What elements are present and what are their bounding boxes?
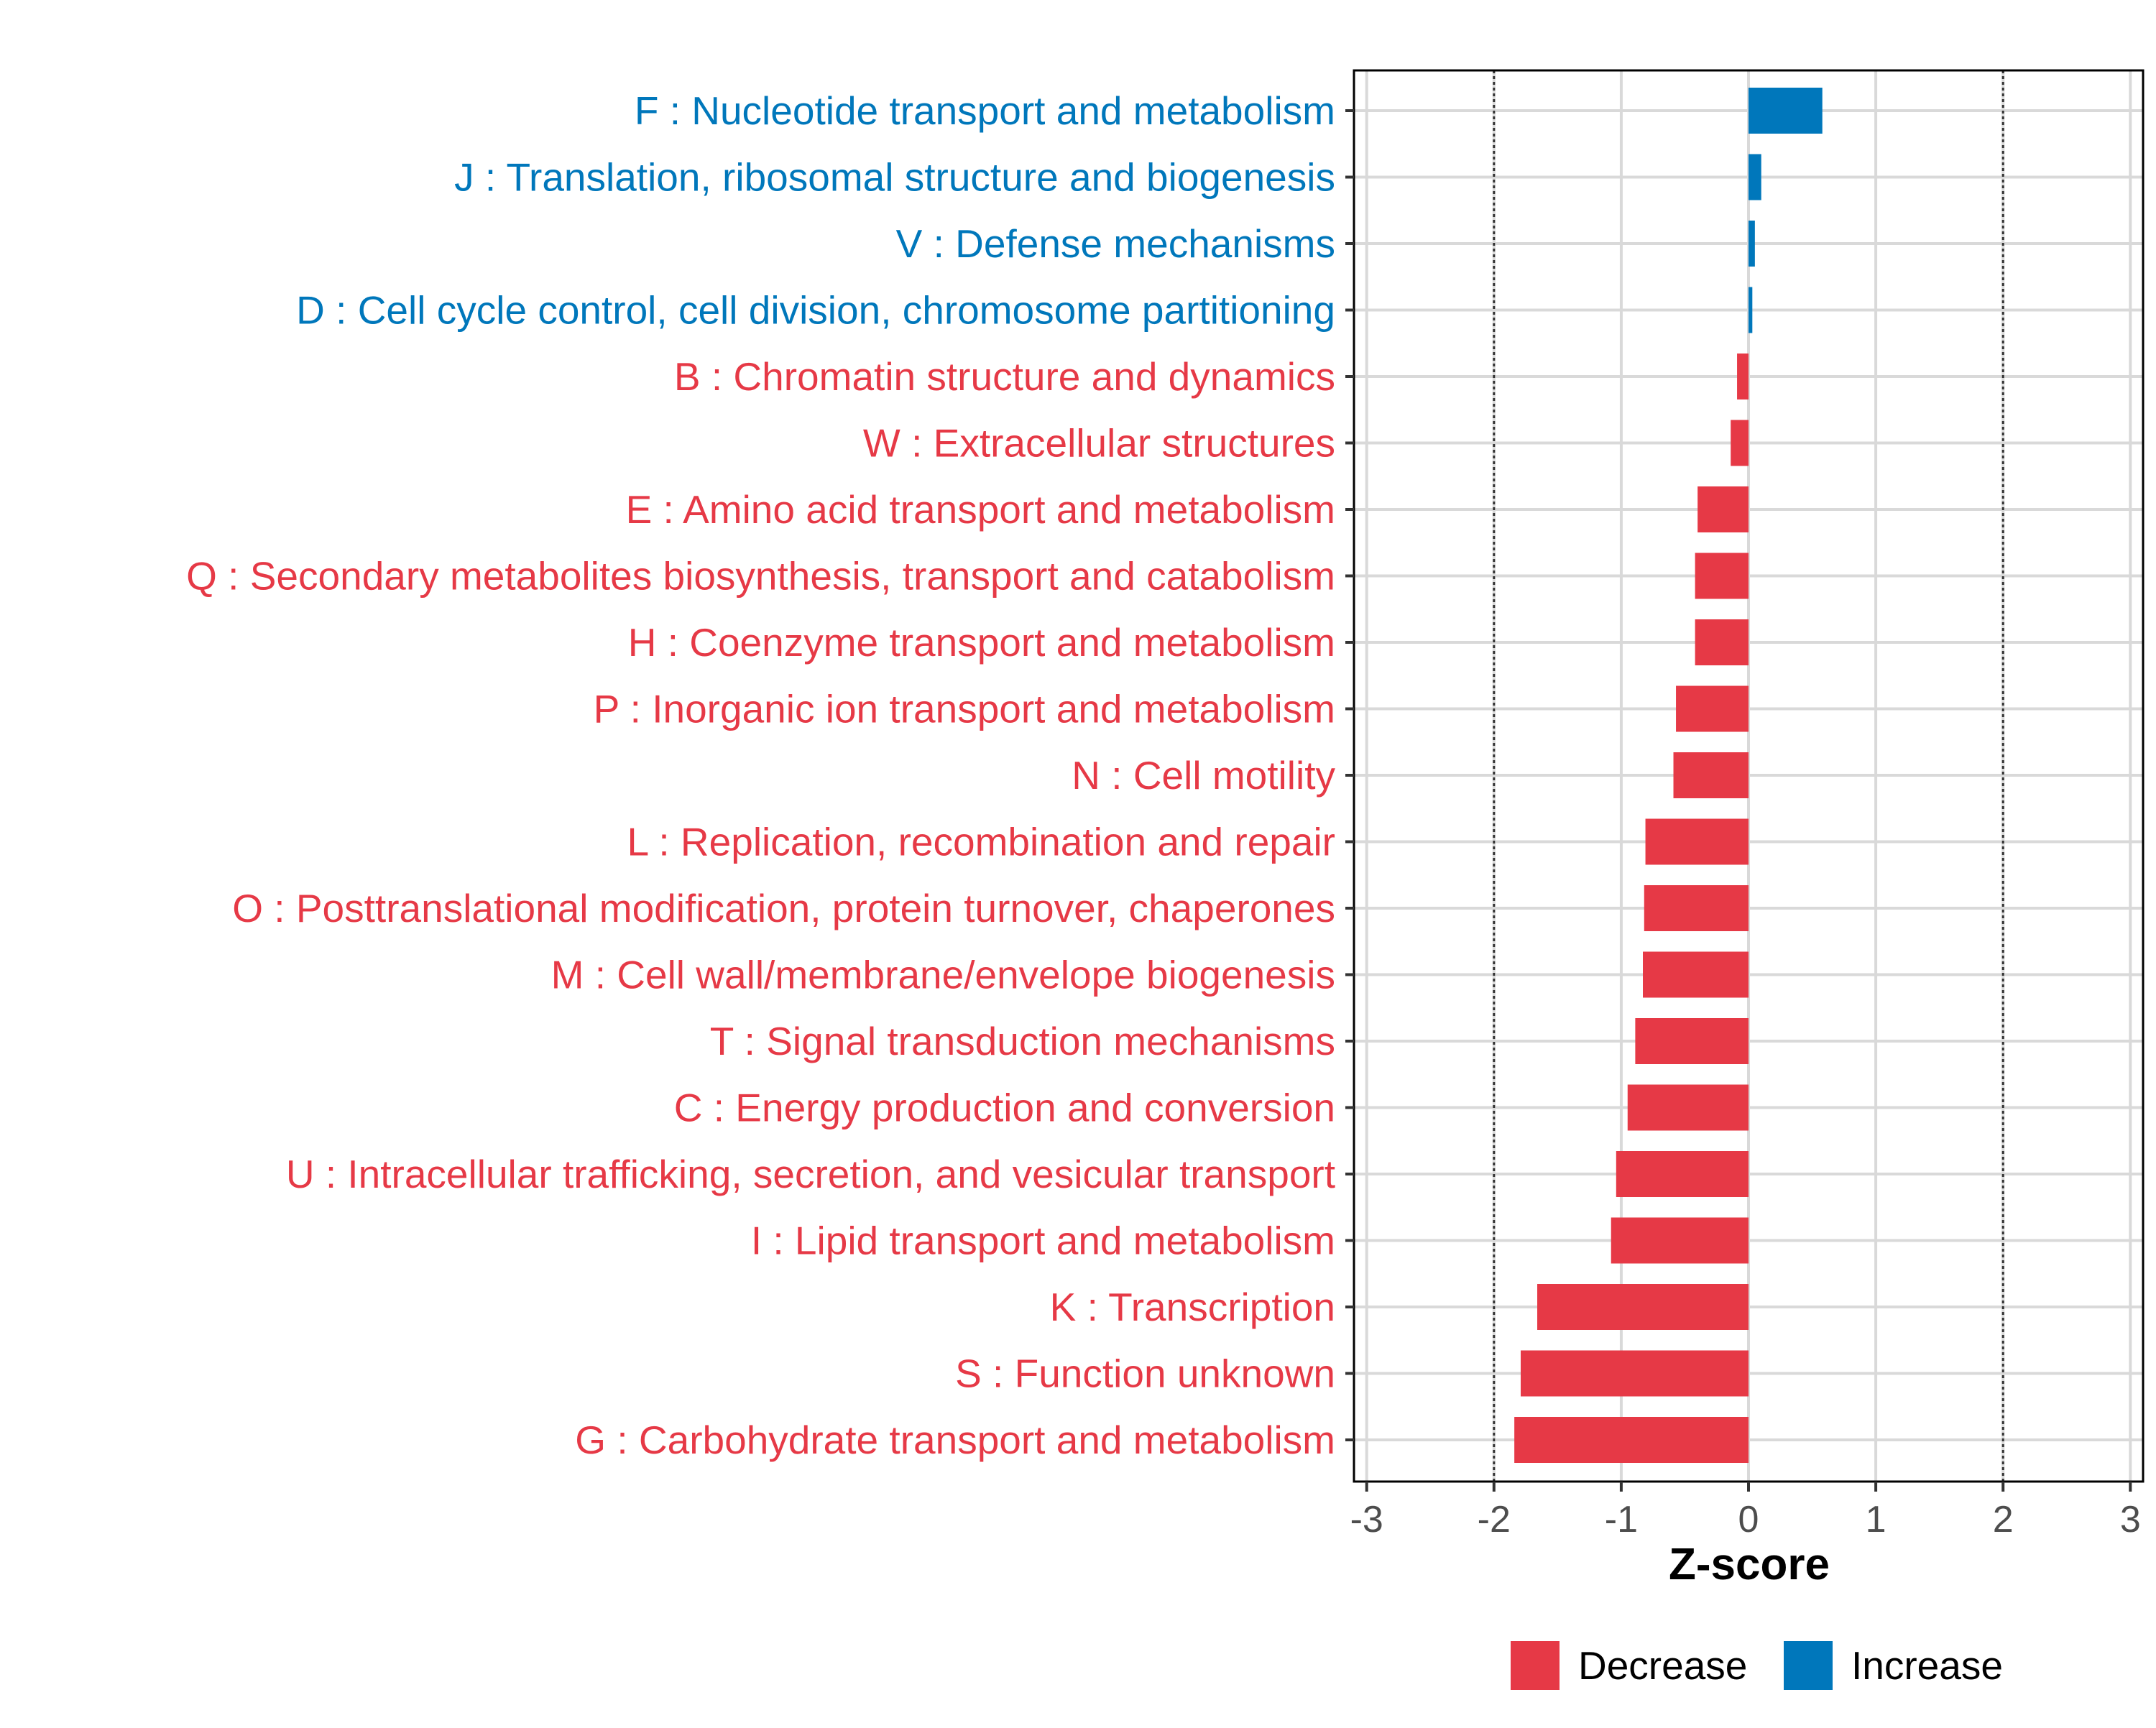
y-axis-ticks: F : Nucleotide transport and metabolism J… bbox=[186, 88, 1354, 1462]
legend: Decrease Increase bbox=[1511, 1641, 2003, 1690]
x-tick-label: 1 bbox=[1866, 1499, 1886, 1540]
category-label: D : Cell cycle control, cell division, c… bbox=[296, 288, 1335, 333]
bar bbox=[1695, 619, 1749, 665]
category-label: M : Cell wall/membrane/envelope biogenes… bbox=[551, 953, 1335, 997]
bar bbox=[1695, 553, 1749, 599]
legend-label-increase: Increase bbox=[1851, 1643, 2003, 1688]
category-label: I : Lipid transport and metabolism bbox=[751, 1219, 1335, 1263]
x-tick-label: 0 bbox=[1738, 1499, 1759, 1540]
legend-swatch-increase bbox=[1784, 1641, 1833, 1690]
x-axis-ticks: -3 -2 -1 0 1 2 3 bbox=[1350, 1482, 2141, 1540]
bar bbox=[1737, 354, 1749, 399]
legend-swatch-decrease bbox=[1511, 1641, 1560, 1690]
category-label: U : Intracellular trafficking, secretion… bbox=[286, 1152, 1335, 1196]
category-label: B : Chromatin structure and dynamics bbox=[674, 354, 1335, 399]
category-label: G : Carbohydrate transport and metabolis… bbox=[575, 1418, 1335, 1462]
bar bbox=[1643, 951, 1749, 998]
bar bbox=[1749, 221, 1755, 267]
x-tick-label: -1 bbox=[1605, 1499, 1638, 1540]
category-label: J : Translation, ribosomal structure and… bbox=[454, 155, 1335, 200]
category-label: C : Energy production and conversion bbox=[674, 1086, 1335, 1130]
x-tick-label: 2 bbox=[1993, 1499, 2014, 1540]
category-label: E : Amino acid transport and metabolism bbox=[626, 487, 1335, 532]
bar bbox=[1673, 752, 1749, 798]
x-tick-label: -2 bbox=[1478, 1499, 1511, 1540]
bars bbox=[1514, 88, 1823, 1463]
category-label: H : Coenzyme transport and metabolism bbox=[628, 620, 1335, 665]
bar bbox=[1749, 154, 1761, 200]
bar bbox=[1537, 1284, 1749, 1330]
bar bbox=[1731, 420, 1749, 466]
bar bbox=[1645, 818, 1749, 865]
x-tick-label: -3 bbox=[1350, 1499, 1383, 1540]
category-label: V : Defense mechanisms bbox=[896, 221, 1335, 266]
bar bbox=[1697, 486, 1749, 532]
x-tick-label: 3 bbox=[2120, 1499, 2141, 1540]
bar bbox=[1644, 885, 1749, 931]
bar bbox=[1676, 685, 1749, 732]
category-label: F : Nucleotide transport and metabolism bbox=[635, 88, 1335, 133]
bar bbox=[1611, 1217, 1749, 1264]
x-axis-title: Z-score bbox=[1669, 1540, 1830, 1589]
bar bbox=[1749, 287, 1753, 333]
category-label: T : Signal transduction mechanisms bbox=[710, 1019, 1335, 1063]
bar bbox=[1616, 1151, 1749, 1197]
legend-label-decrease: Decrease bbox=[1578, 1643, 1747, 1688]
category-label: Q : Secondary metabolites biosynthesis, … bbox=[186, 554, 1335, 599]
category-label: N : Cell motility bbox=[1072, 753, 1335, 798]
bar bbox=[1514, 1417, 1749, 1463]
category-label: S : Function unknown bbox=[955, 1352, 1335, 1396]
bar bbox=[1635, 1018, 1749, 1064]
bar bbox=[1520, 1350, 1749, 1397]
category-label: W : Extracellular structures bbox=[863, 421, 1335, 466]
bar bbox=[1749, 88, 1823, 134]
category-label: O : Posttranslational modification, prot… bbox=[232, 886, 1335, 930]
bar bbox=[1627, 1084, 1749, 1131]
category-label: L : Replication, recombination and repai… bbox=[627, 820, 1335, 864]
category-label: P : Inorganic ion transport and metaboli… bbox=[594, 687, 1335, 731]
category-label: K : Transcription bbox=[1050, 1285, 1335, 1329]
